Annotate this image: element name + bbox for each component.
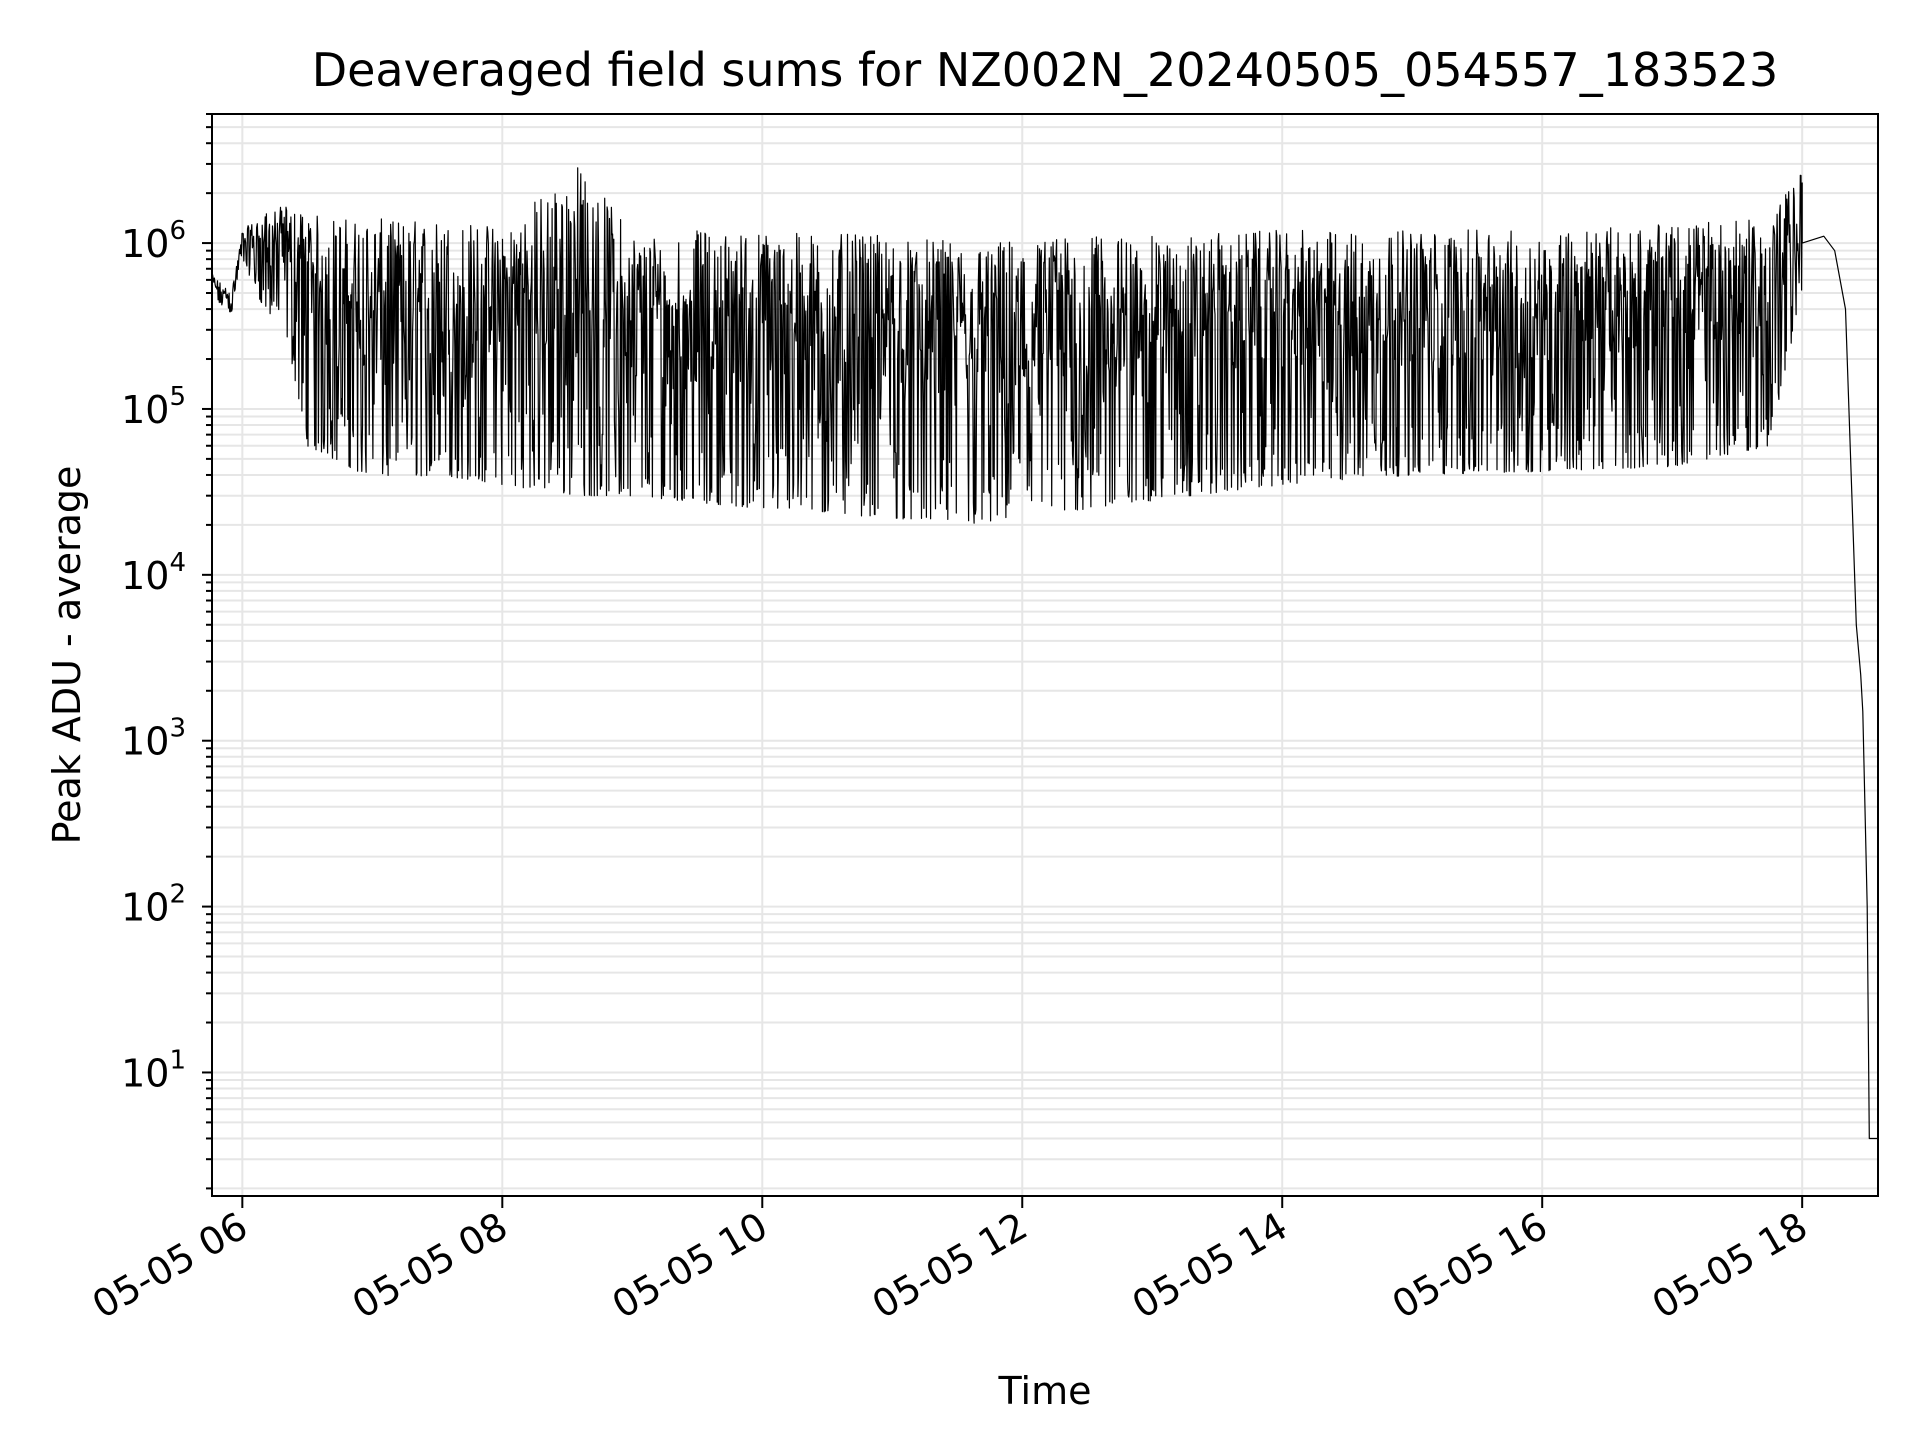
x-tick-label: 05-05 16	[1385, 1204, 1555, 1328]
y-tick-label: 105	[121, 382, 186, 432]
chart-title: Deaveraged field sums for NZ002N_2024050…	[312, 43, 1779, 97]
x-tick-label: 05-05 06	[85, 1204, 255, 1328]
data-series-line	[211, 167, 1878, 1140]
x-tick-label: 05-05 08	[345, 1204, 515, 1328]
y-tick-label: 106	[121, 216, 186, 266]
x-tick-label: 05-05 12	[865, 1204, 1035, 1328]
y-tick-label: 103	[121, 714, 186, 764]
y-tick-label: 102	[121, 880, 186, 930]
x-tick-label: 05-05 10	[605, 1204, 775, 1328]
y-axis-ticks: 101 102 103 104 105 106	[121, 113, 212, 1190]
x-tick-label: 05-05 14	[1125, 1204, 1295, 1328]
series-line	[211, 167, 1878, 1140]
x-axis-ticks: 05-05 06 05-05 08 05-05 10 05-05 12 05-05 14…	[85, 1196, 1815, 1327]
y-axis-label: Peak ADU - average	[45, 466, 89, 845]
y-tick-label: 101	[121, 1045, 186, 1095]
plot-frame	[211, 113, 1879, 1197]
x-tick-label: 05-05 18	[1645, 1204, 1815, 1328]
y-tick-label: 104	[121, 548, 186, 598]
x-axis-label: Time	[998, 1369, 1092, 1413]
